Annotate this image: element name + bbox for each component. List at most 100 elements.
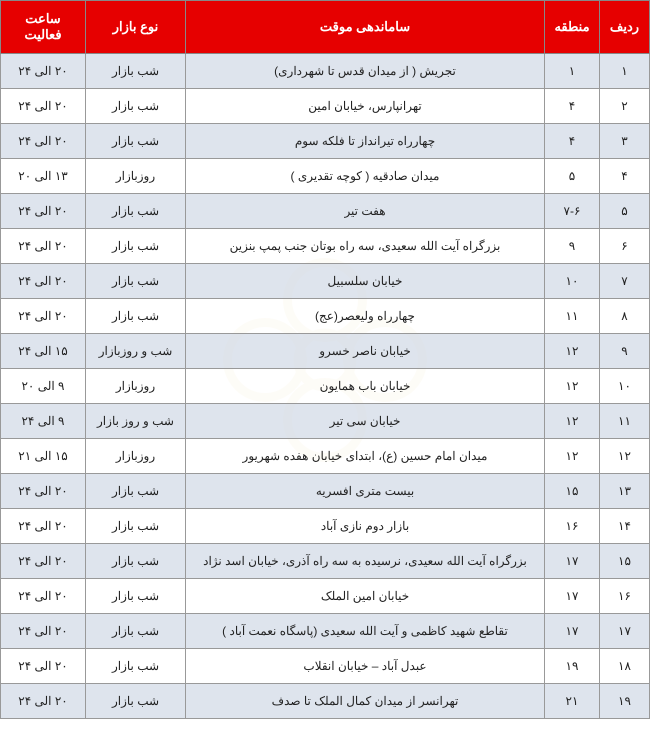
cell-radif: ۸ [600,299,650,334]
cell-radif: ۱ [600,54,650,89]
cell-saat: ۲۰ الی ۲۴ [1,649,86,684]
cell-noe: شب بازار [86,124,186,159]
cell-noe: شب بازار [86,194,186,229]
cell-noe: روزبازار [86,439,186,474]
table-row: ۵۷-۶هفت تیرشب بازار۲۰ الی ۲۴ [1,194,650,229]
cell-saat: ۲۰ الی ۲۴ [1,124,86,159]
cell-noe: شب بازار [86,299,186,334]
cell-mantaghe: ۵ [545,159,600,194]
cell-saat: ۱۵ الی ۲۴ [1,334,86,369]
cell-noe: شب و روز بازار [86,404,186,439]
table-row: ۱۸۱۹عبدل آباد – خیابان انقلابشب بازار۲۰ … [1,649,650,684]
cell-noe: روزبازار [86,159,186,194]
cell-saat: ۲۰ الی ۲۴ [1,229,86,264]
table-row: ۲۴تهرانپارس، خیابان امینشب بازار۲۰ الی ۲… [1,89,650,124]
cell-radif: ۱۳ [600,474,650,509]
cell-saat: ۱۳ الی ۲۰ [1,159,86,194]
cell-noe: شب بازار [86,54,186,89]
table-row: ۹۱۲خیابان ناصر خسروشب و روزبازار۱۵ الی ۲… [1,334,650,369]
cell-mantaghe: ۱۷ [545,544,600,579]
cell-noe: شب بازار [86,614,186,649]
cell-radif: ۱۶ [600,579,650,614]
cell-saat: ۲۰ الی ۲۴ [1,684,86,719]
cell-saat: ۲۰ الی ۲۴ [1,89,86,124]
table-row: ۱۹۲۱تهرانسر از میدان کمال الملک تا صدفشب… [1,684,650,719]
cell-mantaghe: ۱۶ [545,509,600,544]
cell-mantaghe: ۱۷ [545,579,600,614]
header-noe-bazar: نوع بازار [86,1,186,54]
cell-samandehi: بزرگراه آیت الله سعیدی، سه راه بوتان جنب… [186,229,545,264]
cell-mantaghe: ۱۲ [545,404,600,439]
table-row: ۴۵میدان صادقیه ( کوچه تقدیری )روزبازار۱۳… [1,159,650,194]
cell-mantaghe: ۱۰ [545,264,600,299]
cell-samandehi: تهرانسر از میدان کمال الملک تا صدف [186,684,545,719]
cell-mantaghe: ۲۱ [545,684,600,719]
cell-samandehi: چهارراه تیرانداز تا فلکه سوم [186,124,545,159]
cell-noe: شب بازار [86,264,186,299]
cell-mantaghe: ۴ [545,89,600,124]
cell-samandehi: تجریش ( از میدان قدس تا شهرداری) [186,54,545,89]
cell-radif: ۱۰ [600,369,650,404]
cell-saat: ۹ الی ۲۰ [1,369,86,404]
cell-samandehi: خیابان ناصر خسرو [186,334,545,369]
cell-noe: شب بازار [86,509,186,544]
cell-noe: شب بازار [86,544,186,579]
table-row: ۱۴۱۶بازار دوم نازی آبادشب بازار۲۰ الی ۲۴ [1,509,650,544]
table-row: ۱۰۱۲خیابان باب همایونروزبازار۹ الی ۲۰ [1,369,650,404]
cell-samandehi: بزرگراه آیت الله سعیدی، نرسیده به سه راه… [186,544,545,579]
cell-saat: ۲۰ الی ۲۴ [1,579,86,614]
cell-radif: ۱۱ [600,404,650,439]
cell-radif: ۱۷ [600,614,650,649]
cell-samandehi: بازار دوم نازی آباد [186,509,545,544]
table-body: ۱۱تجریش ( از میدان قدس تا شهرداری)شب باز… [1,54,650,719]
cell-noe: شب بازار [86,649,186,684]
cell-noe: شب و روزبازار [86,334,186,369]
cell-saat: ۲۰ الی ۲۴ [1,474,86,509]
table-row: ۳۴چهارراه تیرانداز تا فلکه سومشب بازار۲۰… [1,124,650,159]
cell-saat: ۲۰ الی ۲۴ [1,264,86,299]
cell-samandehi: هفت تیر [186,194,545,229]
cell-saat: ۲۰ الی ۲۴ [1,544,86,579]
cell-radif: ۱۵ [600,544,650,579]
header-saat: ساعت فعالیت [1,1,86,54]
cell-samandehi: خیابان سلسبیل [186,264,545,299]
cell-mantaghe: ۷-۶ [545,194,600,229]
header-samandehi: ساماندهی موقت [186,1,545,54]
table-row: ۱۷۱۷تقاطع شهید کاظمی و آیت الله سعیدی (پ… [1,614,650,649]
cell-samandehi: میدان امام حسین (ع)، ابتدای خیابان هفده … [186,439,545,474]
cell-mantaghe: ۹ [545,229,600,264]
cell-mantaghe: ۱۷ [545,614,600,649]
cell-samandehi: تقاطع شهید کاظمی و آیت الله سعیدی (پاسگا… [186,614,545,649]
cell-noe: شب بازار [86,579,186,614]
cell-samandehi: خیابان سی تیر [186,404,545,439]
cell-radif: ۲ [600,89,650,124]
header-mantaghe: منطقه [545,1,600,54]
cell-noe: شب بازار [86,229,186,264]
cell-mantaghe: ۴ [545,124,600,159]
cell-mantaghe: ۱۱ [545,299,600,334]
cell-radif: ۵ [600,194,650,229]
cell-noe: شب بازار [86,89,186,124]
cell-radif: ۱۸ [600,649,650,684]
cell-noe: روزبازار [86,369,186,404]
cell-noe: شب بازار [86,474,186,509]
cell-samandehi: خیابان امین الملک [186,579,545,614]
cell-saat: ۲۰ الی ۲۴ [1,194,86,229]
cell-mantaghe: ۱۲ [545,369,600,404]
table-row: ۱۱تجریش ( از میدان قدس تا شهرداری)شب باز… [1,54,650,89]
cell-mantaghe: ۱۲ [545,334,600,369]
table-row: ۸۱۱چهارراه ولیعصر(عج)شب بازار۲۰ الی ۲۴ [1,299,650,334]
cell-samandehi: تهرانپارس، خیابان امین [186,89,545,124]
cell-samandehi: بیست متری افسریه [186,474,545,509]
cell-saat: ۹ الی ۲۴ [1,404,86,439]
cell-radif: ۱۲ [600,439,650,474]
cell-radif: ۹ [600,334,650,369]
table-row: ۱۱۱۲خیابان سی تیرشب و روز بازار۹ الی ۲۴ [1,404,650,439]
cell-mantaghe: ۱ [545,54,600,89]
table-row: ۶۹بزرگراه آیت الله سعیدی، سه راه بوتان ج… [1,229,650,264]
cell-saat: ۱۵ الی ۲۱ [1,439,86,474]
cell-saat: ۲۰ الی ۲۴ [1,509,86,544]
cell-radif: ۶ [600,229,650,264]
cell-radif: ۴ [600,159,650,194]
cell-saat: ۲۰ الی ۲۴ [1,614,86,649]
